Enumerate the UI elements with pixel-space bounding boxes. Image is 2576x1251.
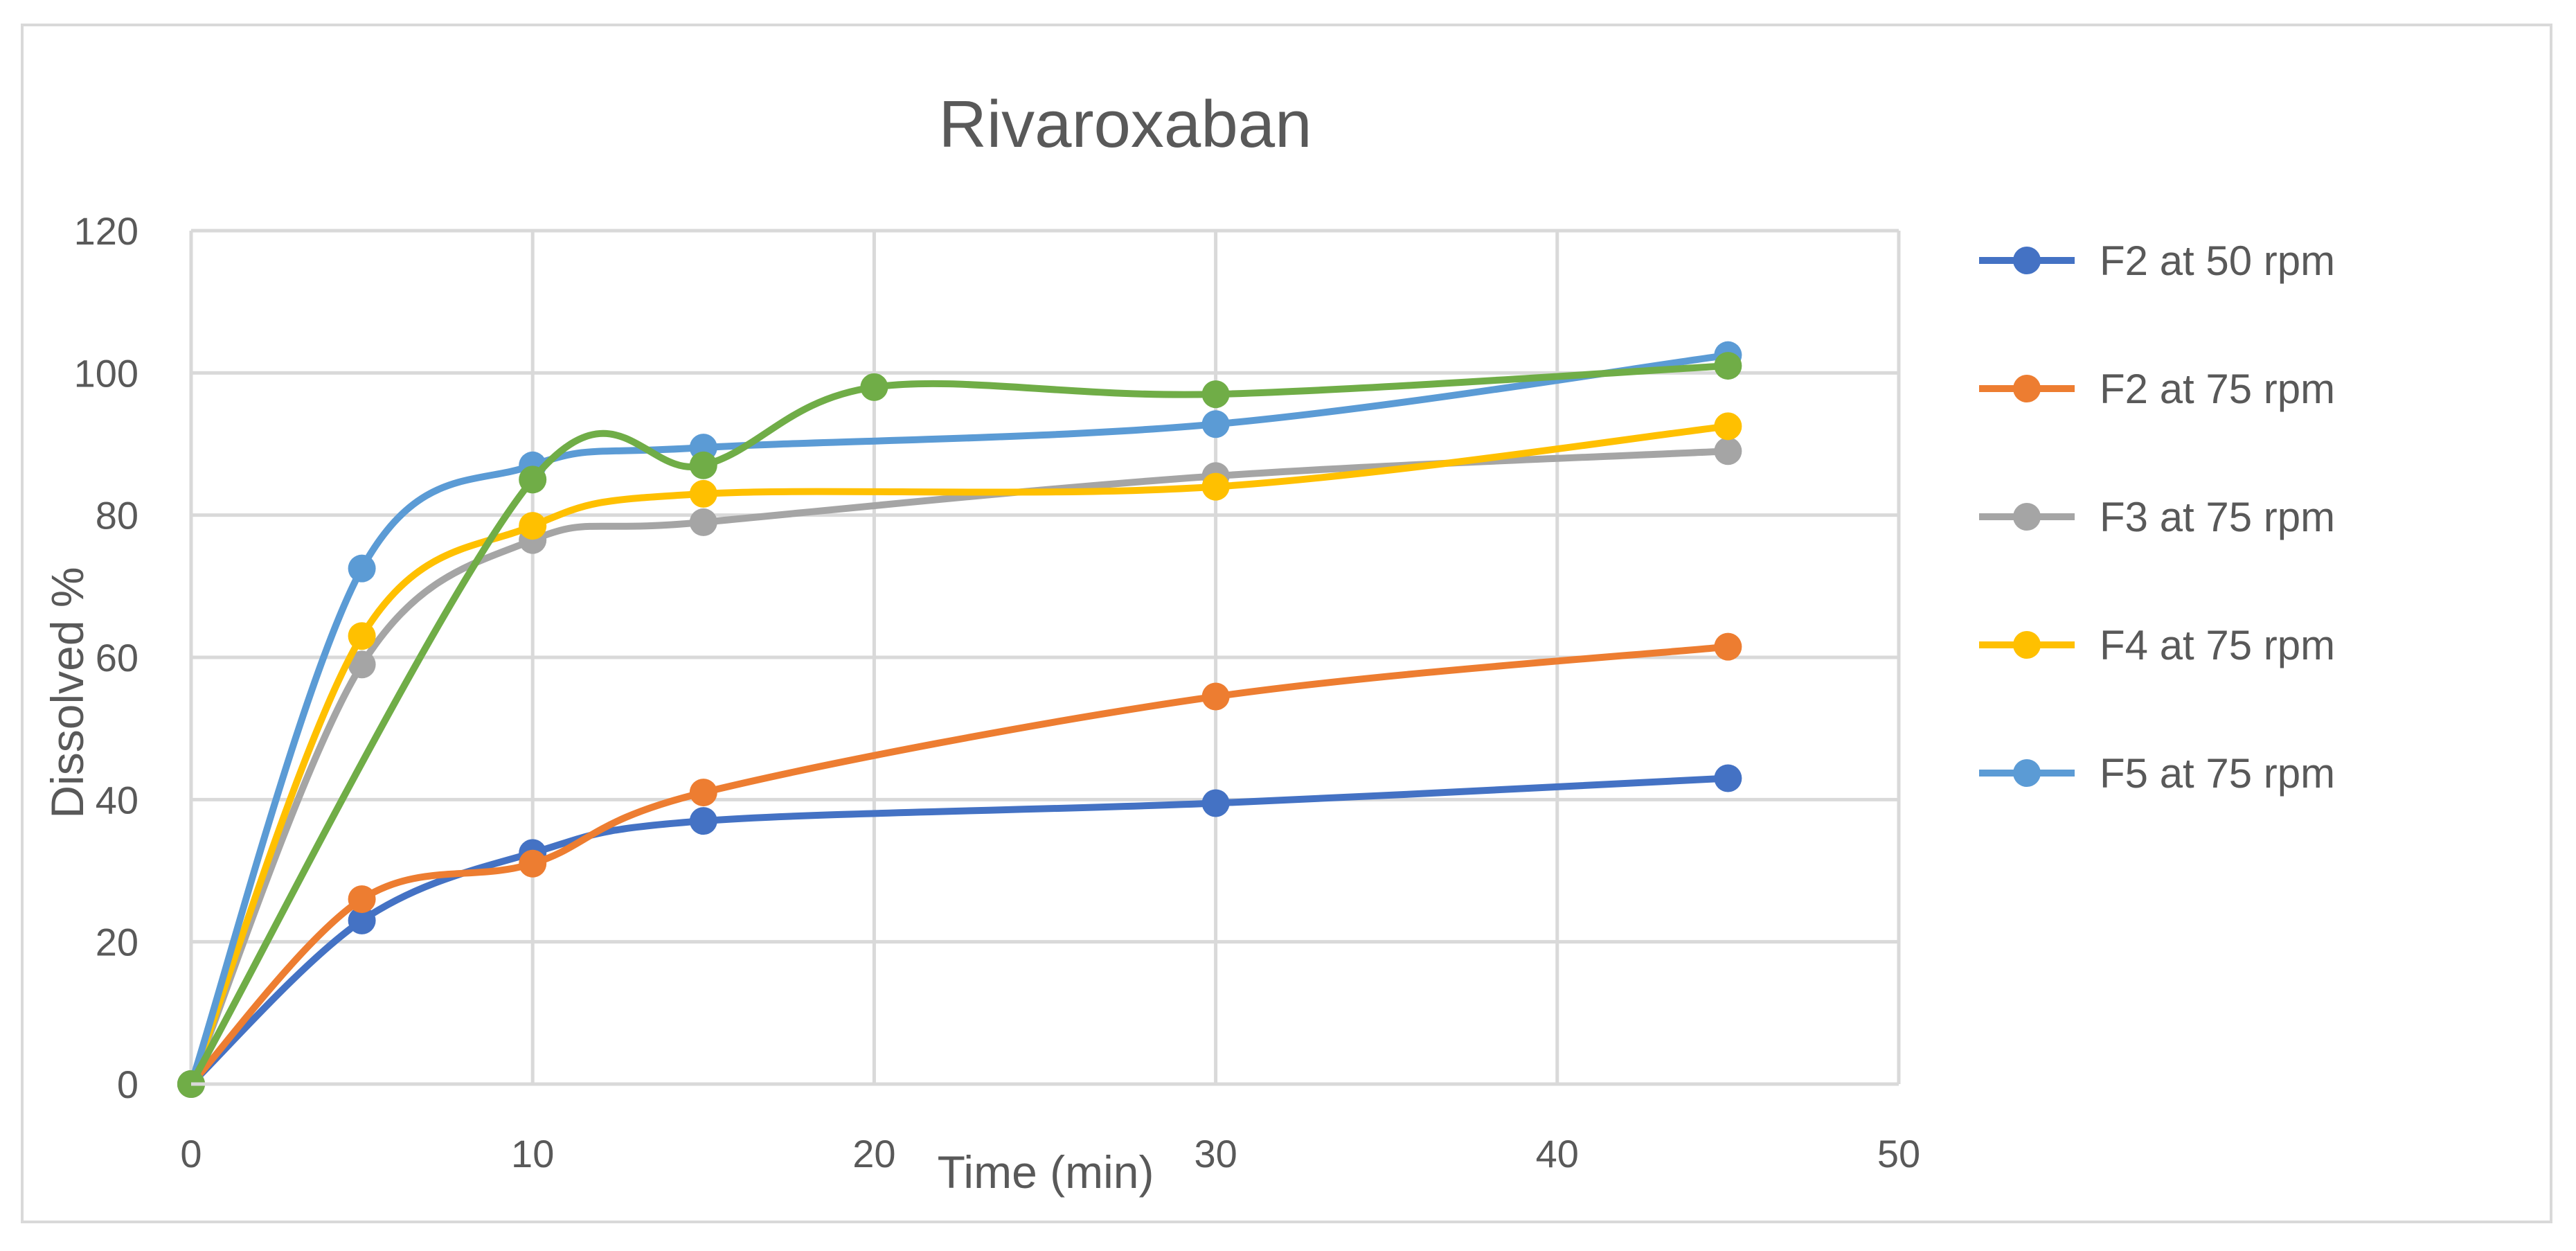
legend-label: F2 at 75 rpm <box>2100 366 2335 412</box>
data-point <box>1201 789 1230 817</box>
series-layer <box>177 341 1742 1098</box>
data-point <box>1201 410 1230 438</box>
data-point <box>689 508 717 536</box>
data-point <box>348 622 376 650</box>
data-point <box>1201 380 1230 409</box>
y-tick-label: 40 <box>96 778 138 822</box>
data-point <box>519 512 547 540</box>
legend-item: F4 at 75 rpm <box>1979 622 2335 668</box>
legend-item: F2 at 50 rpm <box>1979 238 2335 284</box>
data-point <box>1714 632 1742 661</box>
chart-title: Rivaroxaban <box>939 87 1312 161</box>
data-point <box>1714 764 1742 792</box>
data-point <box>1201 472 1230 501</box>
legend: F2 at 50 rpm F2 at 75 rpm F3 at 75 rpm F4 a… <box>1979 238 2335 797</box>
legend-label: F3 at 75 rpm <box>2100 494 2335 540</box>
data-point <box>689 451 717 479</box>
legend-swatch-marker <box>2013 631 2041 659</box>
data-point <box>1714 412 1742 441</box>
x-tick-label: 10 <box>511 1132 554 1175</box>
x-axis-title: Time (min) <box>938 1146 1154 1198</box>
legend-label: F2 at 50 rpm <box>2100 238 2335 284</box>
legend-swatch-marker <box>2013 503 2041 531</box>
data-point <box>1201 682 1230 711</box>
legend-label: F5 at 75 rpm <box>2100 750 2335 797</box>
y-tick-label: 80 <box>96 494 138 538</box>
legend-swatch-marker <box>2013 759 2041 787</box>
legend-item: F5 at 75 rpm <box>1979 750 2335 797</box>
series-line <box>188 362 1732 1088</box>
x-tick-label: 20 <box>852 1132 895 1175</box>
y-tick-label: 20 <box>96 921 138 964</box>
x-tick-label: 40 <box>1536 1132 1579 1175</box>
x-tick-label: 50 <box>1877 1132 1920 1175</box>
series-line <box>188 423 1732 1088</box>
legend-swatch-marker <box>2013 247 2041 274</box>
data-point <box>689 807 717 835</box>
series-5 <box>177 352 1742 1098</box>
data-point <box>348 906 376 934</box>
chart-area-border <box>21 24 2552 1223</box>
legend-item: F3 at 75 rpm <box>1979 494 2335 540</box>
data-point <box>348 554 376 583</box>
data-point <box>519 465 547 494</box>
data-point <box>519 849 547 878</box>
series-line <box>188 351 1732 1088</box>
data-point <box>1714 437 1742 465</box>
y-tick-label: 120 <box>74 209 138 253</box>
data-point <box>1714 352 1742 380</box>
y-tick-label: 60 <box>96 636 138 680</box>
y-tick-label: 0 <box>117 1063 138 1106</box>
series-line <box>188 447 1732 1088</box>
series-3 <box>177 412 1742 1098</box>
data-point <box>860 373 888 401</box>
legend-label: F4 at 75 rpm <box>2100 622 2335 668</box>
y-tick-label: 100 <box>74 351 138 395</box>
x-tick-label: 0 <box>180 1132 202 1175</box>
axes: 0 20 40 60 80 100 120 0 10 20 30 40 50 <box>74 209 1921 1175</box>
data-point <box>689 779 717 807</box>
data-point <box>689 479 717 508</box>
data-point <box>348 885 376 914</box>
legend-item: F2 at 75 rpm <box>1979 366 2335 412</box>
x-tick-label: 30 <box>1194 1132 1237 1175</box>
y-axis-title: Dissolved % <box>42 567 93 818</box>
legend-swatch-marker <box>2013 375 2041 402</box>
data-point <box>348 650 376 679</box>
